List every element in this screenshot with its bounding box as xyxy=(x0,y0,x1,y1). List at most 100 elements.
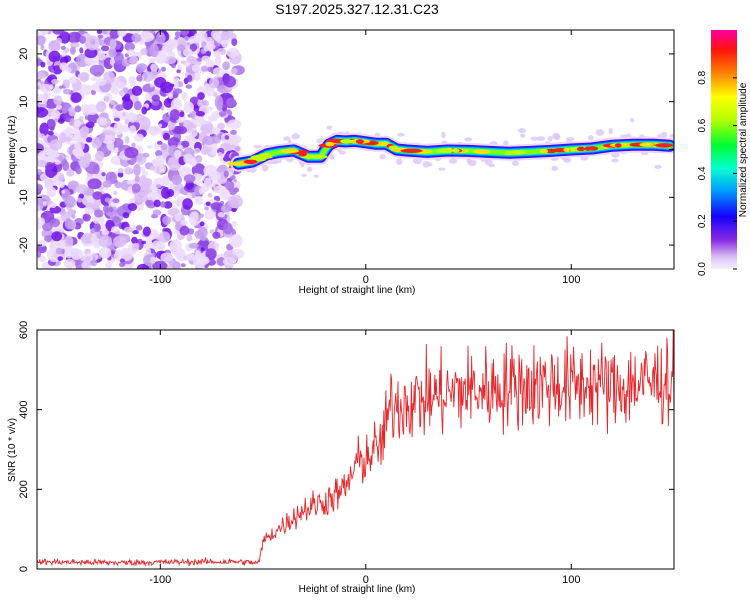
noise-blob xyxy=(168,157,175,164)
snr-y-tick-label: 600 xyxy=(18,321,30,339)
noise-blob xyxy=(39,30,49,35)
noise-blob xyxy=(92,214,105,225)
noise-blob xyxy=(128,125,137,134)
noise-blob xyxy=(171,63,176,69)
noise-blob xyxy=(149,83,154,88)
snr-frame xyxy=(36,329,675,570)
noise-blob xyxy=(217,152,223,157)
noise-blob xyxy=(228,137,237,146)
noise-blob xyxy=(174,31,181,37)
noise-blob xyxy=(39,83,53,93)
noise-blob xyxy=(55,247,63,255)
noise-blob xyxy=(40,61,46,68)
noise-blob xyxy=(209,77,220,89)
noise-blob xyxy=(379,154,386,160)
noise-blob xyxy=(37,184,43,193)
noise-blob xyxy=(169,260,182,269)
noise-blob xyxy=(49,218,61,227)
noise-blob xyxy=(85,137,93,143)
noise-blob xyxy=(37,152,40,157)
noise-blob xyxy=(122,98,134,110)
noise-blob xyxy=(183,174,196,183)
noise-blob xyxy=(196,57,203,62)
noise-blob xyxy=(163,176,170,187)
noise-blob xyxy=(204,209,216,220)
noise-blob xyxy=(216,257,226,266)
spectrogram-y-ticks: -20 -10 0 10 20 xyxy=(18,48,674,253)
noise-blob xyxy=(488,163,495,168)
noise-blob xyxy=(94,209,104,218)
noise-blob xyxy=(64,83,70,89)
noise-blob xyxy=(180,30,190,36)
noise-blob xyxy=(122,212,130,219)
noise-blob xyxy=(98,235,113,248)
snr-x-tick-label: 0 xyxy=(363,574,369,586)
noise-blob xyxy=(214,95,224,110)
spectrogram-y-label: Frequency (Hz) xyxy=(7,116,18,185)
noise-blob xyxy=(103,180,112,188)
noise-blob xyxy=(200,247,205,252)
noise-blob xyxy=(182,198,193,210)
noise-blob xyxy=(530,136,539,141)
noise-blob xyxy=(200,146,210,155)
noise-blob xyxy=(85,35,100,51)
noise-blob xyxy=(83,253,94,263)
noise-blob xyxy=(85,121,95,129)
noise-blob xyxy=(222,61,231,71)
noise-blob xyxy=(67,168,72,174)
noise-blob xyxy=(211,127,221,135)
signal-hotspot xyxy=(563,147,570,152)
spectrogram-x-label: Height of straight line (km) xyxy=(299,285,416,296)
noise-blob xyxy=(84,207,95,215)
colorbar-label: Normalized spectral amplitude xyxy=(738,82,749,217)
noise-blob xyxy=(608,127,613,135)
noise-blob xyxy=(233,187,240,193)
noise-blob xyxy=(227,195,243,209)
noise-blob xyxy=(224,180,235,191)
noise-blob xyxy=(224,135,230,140)
noise-blob xyxy=(141,240,146,245)
noise-blob xyxy=(131,183,141,193)
noise-blob xyxy=(126,180,134,185)
signal-hotspot xyxy=(639,142,654,147)
noise-blob xyxy=(68,76,77,84)
noise-blob xyxy=(199,187,206,195)
noise-blob xyxy=(49,139,63,151)
spectrogram-x-tick-label: 100 xyxy=(562,274,580,286)
noise-blob xyxy=(55,104,63,110)
noise-blob xyxy=(75,184,89,194)
noise-blob xyxy=(37,35,46,46)
noise-blob xyxy=(141,170,149,177)
noise-blob xyxy=(552,132,560,140)
noise-blob xyxy=(176,69,181,74)
noise-blob xyxy=(78,156,90,169)
noise-blob xyxy=(70,248,83,260)
noise-blob xyxy=(47,130,54,136)
noise-blob xyxy=(503,140,509,147)
noise-blob xyxy=(61,189,66,194)
noise-blob xyxy=(547,135,553,142)
snr-y-ticks: 0 200 400 600 xyxy=(18,321,674,572)
snr-x-ticks: -100 0 100 xyxy=(149,330,580,586)
noise-blob xyxy=(57,256,63,261)
noise-blob xyxy=(53,95,63,105)
noise-blob xyxy=(40,44,45,51)
noise-blob xyxy=(168,38,179,50)
noise-blob xyxy=(124,136,130,144)
noise-blob xyxy=(176,44,185,52)
noise-blob xyxy=(222,257,237,266)
noise-blob xyxy=(438,167,446,171)
signal-hotspot xyxy=(509,150,526,155)
noise-blob xyxy=(169,83,175,88)
noise-blob xyxy=(231,207,237,213)
noise-blob xyxy=(153,199,161,208)
snr-y-tick-label: 0 xyxy=(18,566,30,572)
noise-blob xyxy=(306,166,312,172)
noise-blob xyxy=(113,117,121,122)
noise-blob xyxy=(230,129,237,135)
noise-blob xyxy=(60,45,66,51)
noise-blob xyxy=(145,248,152,254)
noise-blob xyxy=(102,205,109,213)
noise-blob xyxy=(65,154,70,161)
